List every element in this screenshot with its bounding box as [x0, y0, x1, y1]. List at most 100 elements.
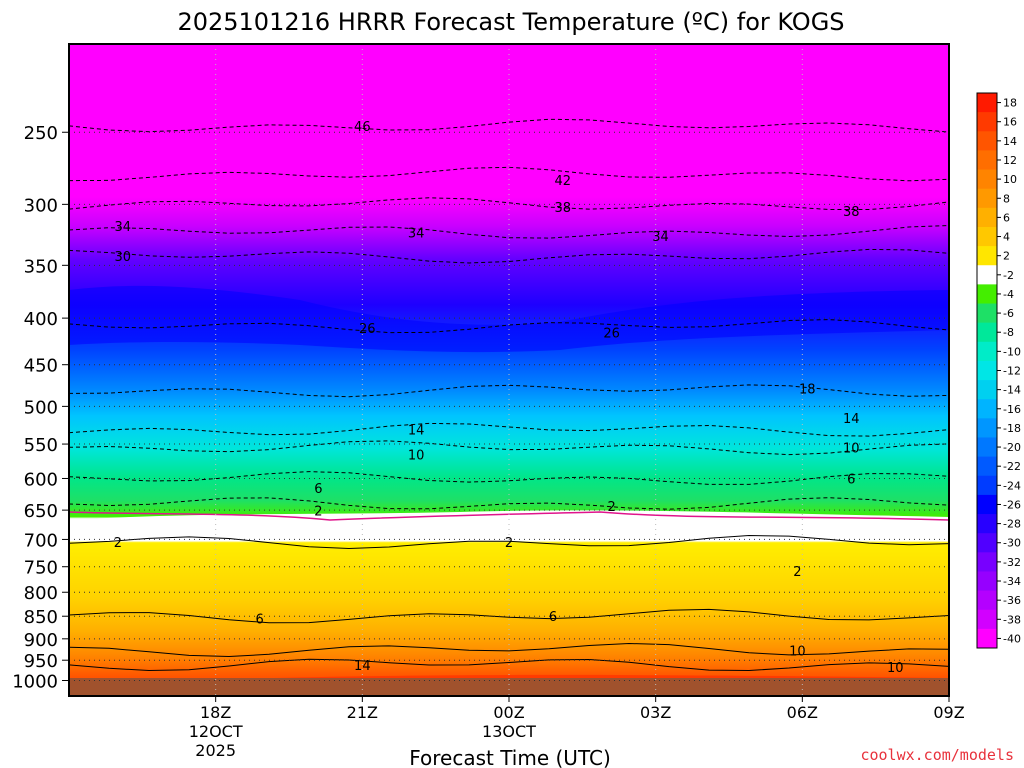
- colorbar-label: 12: [1003, 154, 1017, 167]
- colorbar-label: -14: [1003, 384, 1021, 397]
- y-tick-label: 700: [24, 530, 58, 551]
- x-tick-label: 18Z: [200, 703, 231, 722]
- colorbar-swatch: [977, 322, 997, 343]
- colorbar-swatch: [977, 207, 997, 228]
- contour-label: 34: [652, 230, 669, 245]
- colorbar-label: -20: [1003, 441, 1021, 454]
- colorbar-swatch: [977, 265, 997, 285]
- colorbar-swatch: [977, 380, 997, 400]
- contour-label: 26: [603, 327, 620, 342]
- colorbar-swatch: [977, 284, 997, 305]
- colorbar-label: 8: [1003, 192, 1010, 205]
- isotherm-line: [69, 197, 949, 210]
- colorbar-label: -10: [1003, 345, 1021, 358]
- colorbar-swatch: [977, 514, 997, 534]
- contour-label: 30: [115, 250, 132, 265]
- contour-label: 14: [354, 659, 371, 674]
- colorbar-swatch: [977, 341, 997, 362]
- colorbar-label: 4: [1003, 231, 1010, 244]
- x-tick-label: 21Z: [347, 703, 378, 722]
- colorbar-swatch: [977, 169, 997, 190]
- contour-label: 6: [847, 472, 855, 487]
- colorbar-label: -2: [1003, 269, 1014, 282]
- colorbar-label: 18: [1003, 97, 1017, 110]
- colorbar-swatch: [977, 475, 997, 496]
- colorbar-label: -38: [1003, 613, 1021, 626]
- contour-label: 2: [314, 505, 322, 520]
- colorbar-swatch: [977, 150, 997, 171]
- contour-label: 10: [408, 449, 425, 464]
- colorbar-swatch: [977, 456, 997, 477]
- colorbar-swatch: [977, 303, 997, 324]
- contour-label: 2: [114, 536, 122, 551]
- colorbar-swatch: [977, 226, 997, 247]
- colorbar-label: -16: [1003, 403, 1021, 416]
- contour-label: 14: [843, 412, 860, 427]
- isotherm-line: [69, 118, 949, 133]
- colorbar-swatch: [977, 246, 997, 266]
- zero-degree-line: [69, 511, 949, 521]
- colorbar-label: -40: [1003, 632, 1021, 645]
- contour-label: 6: [314, 482, 322, 497]
- chart-title: 2025101216 HRRR Forecast Temperature (ºC…: [177, 8, 844, 36]
- colorbar-label: -4: [1003, 288, 1014, 301]
- x-tick-label: 00Z: [493, 703, 524, 722]
- y-tick-label: 600: [24, 469, 58, 490]
- colorbar-label: 10: [1003, 173, 1017, 186]
- colorbar-swatch: [977, 360, 997, 381]
- colorbar-swatch: [977, 533, 997, 553]
- y-tick-label: 950: [24, 651, 58, 672]
- contour-label: 10: [887, 661, 904, 676]
- contour-label: 10: [843, 442, 860, 457]
- colorbar-swatch: [977, 93, 997, 113]
- y-tick-label: 300: [24, 195, 58, 216]
- isotherm-line: [69, 534, 949, 550]
- contour-label: 34: [408, 226, 425, 241]
- contour-label: 2: [505, 536, 513, 551]
- contour-label: 46: [354, 120, 371, 135]
- colorbar-swatch: [977, 418, 997, 438]
- colorbar-label: -26: [1003, 498, 1021, 511]
- freezing-layer-band: [69, 510, 949, 532]
- y-tick-label: 650: [24, 501, 58, 522]
- contour-label: 2: [608, 500, 616, 515]
- colorbar-swatch: [977, 131, 997, 151]
- y-tick-label: 350: [24, 256, 58, 277]
- contour-label: 2: [793, 565, 801, 580]
- contour-label: 42: [555, 174, 572, 189]
- colorbar-swatch: [977, 112, 997, 132]
- colorbar-swatch: [977, 494, 997, 515]
- colorbar-label: -34: [1003, 575, 1021, 588]
- x-tick-label: 13OCT: [482, 722, 536, 741]
- contour-label: 10: [789, 645, 806, 660]
- colorbar: 18 16 14 12 10 8 6 4 2 -2 -4 -6 -8 -10 -12 -14 -16 -18 -20…: [976, 92, 1021, 649]
- contour-label: 14: [408, 423, 425, 438]
- colorbar-label: -6: [1003, 307, 1014, 320]
- isotherm-line: [69, 658, 949, 672]
- contour-label: 34: [115, 220, 132, 235]
- contour-label: 18: [799, 383, 816, 398]
- colorbar-label: -8: [1003, 326, 1014, 339]
- colorbar-label: -30: [1003, 537, 1021, 550]
- y-axis: 2503003504004505005506006507007508008509…: [12, 123, 69, 692]
- contour-label: 38: [555, 201, 572, 216]
- colorbar-label: -24: [1003, 479, 1021, 492]
- x-tick-label: 03Z: [640, 703, 671, 722]
- below-ground-region: [69, 678, 949, 696]
- colorbar-label: 6: [1003, 211, 1010, 224]
- credit-text: coolwx.com/models: [860, 746, 1014, 764]
- y-tick-label: 400: [24, 309, 58, 330]
- y-tick-label: 850: [24, 607, 58, 628]
- x-tick-label: 06Z: [787, 703, 818, 722]
- colorbar-label: 16: [1003, 116, 1017, 129]
- colorbar-label: -28: [1003, 518, 1021, 531]
- contour-label: 6: [549, 610, 557, 625]
- x-axis-title: Forecast Time (UTC): [409, 746, 611, 768]
- contour-label: 38: [843, 205, 860, 220]
- contour-label: 26: [359, 322, 376, 337]
- isotherm-line: [69, 608, 949, 624]
